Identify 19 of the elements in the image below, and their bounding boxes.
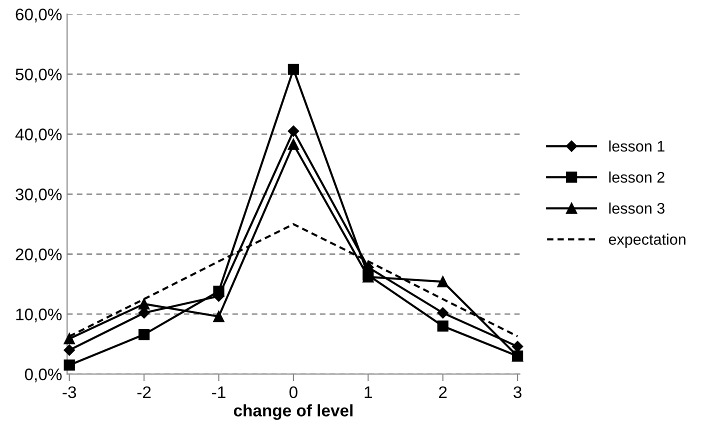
y-tick-label: 40,0%: [15, 128, 62, 142]
x-tick-label: -1: [212, 386, 226, 398]
legend-label: lesson 2: [609, 172, 664, 183]
y-tick-label: 60,0%: [16, 8, 62, 22]
x-tick-label: -2: [137, 386, 151, 398]
x-tick-label: 0: [289, 386, 298, 398]
x-tick-label: -3: [62, 386, 76, 398]
y-tick-label: 10,0%: [16, 308, 62, 322]
x-tick-label: 1: [364, 386, 372, 398]
x-tick-label: 3: [514, 386, 522, 398]
y-tick-label: 20,0%: [16, 248, 62, 262]
legend-label: expectation: [608, 234, 686, 248]
legend-label: lesson 3: [609, 202, 664, 214]
legend-label: lesson 1: [609, 140, 664, 152]
x-tick-label: 2: [439, 386, 447, 398]
y-tick-label: 0,0%: [24, 368, 62, 382]
y-tick-label: 30,0%: [16, 188, 62, 202]
x-axis-title: change of level: [234, 404, 352, 420]
y-tick-label: 50,0%: [16, 68, 62, 82]
